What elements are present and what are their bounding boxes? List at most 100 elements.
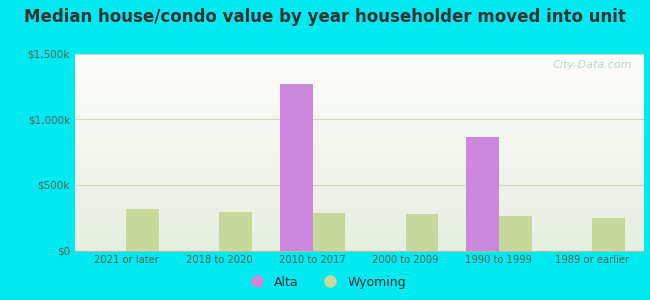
Bar bbox=[75, 146, 644, 147]
Bar bbox=[219, 212, 252, 250]
Bar bbox=[75, 143, 644, 144]
Bar bbox=[75, 234, 644, 235]
Bar bbox=[75, 170, 644, 171]
Bar bbox=[75, 144, 644, 145]
Bar bbox=[75, 126, 644, 127]
Bar bbox=[75, 57, 644, 58]
Bar bbox=[75, 58, 644, 59]
Bar bbox=[75, 102, 644, 103]
Bar bbox=[75, 85, 644, 86]
Bar bbox=[75, 136, 644, 137]
Bar bbox=[75, 214, 644, 215]
Bar bbox=[75, 211, 644, 212]
Bar bbox=[75, 182, 644, 183]
Bar bbox=[75, 235, 644, 236]
Bar bbox=[75, 97, 644, 98]
Bar bbox=[75, 233, 644, 234]
Bar bbox=[75, 125, 644, 126]
Bar bbox=[75, 163, 644, 164]
Bar bbox=[75, 103, 644, 104]
Bar bbox=[75, 229, 644, 230]
Bar bbox=[75, 64, 644, 65]
Bar bbox=[75, 118, 644, 119]
Bar bbox=[75, 123, 644, 124]
Bar bbox=[75, 78, 644, 79]
Bar bbox=[75, 244, 644, 246]
Bar bbox=[75, 86, 644, 87]
Bar bbox=[75, 72, 644, 73]
Bar bbox=[75, 63, 644, 64]
Bar bbox=[75, 139, 644, 140]
Bar bbox=[75, 207, 644, 208]
Bar bbox=[75, 105, 644, 106]
Bar bbox=[75, 93, 644, 94]
Bar bbox=[75, 59, 644, 60]
Bar bbox=[75, 217, 644, 218]
Bar bbox=[75, 82, 644, 83]
Bar bbox=[75, 169, 644, 170]
Bar bbox=[75, 208, 644, 209]
Bar bbox=[75, 113, 644, 114]
Bar bbox=[75, 75, 644, 76]
Bar bbox=[75, 238, 644, 239]
Bar bbox=[75, 227, 644, 228]
Bar bbox=[75, 94, 644, 95]
Bar bbox=[75, 172, 644, 173]
Bar bbox=[75, 237, 644, 238]
Bar bbox=[75, 76, 644, 78]
Bar bbox=[75, 89, 644, 90]
Bar bbox=[75, 181, 644, 182]
Bar bbox=[75, 178, 644, 179]
Bar bbox=[75, 88, 644, 89]
Bar bbox=[75, 132, 644, 133]
Bar bbox=[75, 206, 644, 207]
Bar bbox=[75, 215, 644, 216]
Bar bbox=[75, 112, 644, 113]
Bar bbox=[75, 248, 644, 250]
Bar bbox=[75, 165, 644, 166]
Bar bbox=[75, 197, 644, 198]
Bar bbox=[75, 65, 644, 66]
Bar bbox=[75, 70, 644, 71]
Bar bbox=[75, 185, 644, 186]
Bar bbox=[75, 129, 644, 130]
Bar bbox=[280, 84, 313, 250]
Bar bbox=[592, 218, 625, 250]
Bar bbox=[75, 247, 644, 248]
Bar bbox=[75, 140, 644, 141]
Bar bbox=[75, 95, 644, 96]
Bar bbox=[75, 117, 644, 118]
Bar bbox=[75, 68, 644, 69]
Bar bbox=[75, 119, 644, 120]
Bar bbox=[75, 150, 644, 151]
Bar bbox=[75, 80, 644, 82]
Text: City-Data.com: City-Data.com bbox=[552, 60, 632, 70]
Bar bbox=[75, 176, 644, 177]
Bar bbox=[75, 236, 644, 237]
Bar bbox=[75, 122, 644, 123]
Bar bbox=[75, 55, 644, 56]
Bar bbox=[75, 127, 644, 128]
Bar bbox=[75, 135, 644, 136]
Bar bbox=[75, 114, 644, 115]
Bar bbox=[75, 71, 644, 72]
Bar bbox=[75, 99, 644, 100]
Bar bbox=[75, 196, 644, 197]
Bar bbox=[75, 106, 644, 107]
Bar bbox=[75, 180, 644, 181]
Bar bbox=[75, 141, 644, 142]
Bar bbox=[75, 225, 644, 226]
Bar bbox=[75, 115, 644, 116]
Bar bbox=[75, 69, 644, 70]
Bar bbox=[75, 109, 644, 110]
Bar bbox=[75, 232, 644, 233]
Bar bbox=[75, 246, 644, 247]
Bar bbox=[75, 111, 644, 112]
Bar bbox=[75, 162, 644, 163]
Bar bbox=[75, 204, 644, 205]
Bar bbox=[75, 187, 644, 188]
Bar bbox=[75, 110, 644, 111]
Bar bbox=[75, 173, 644, 174]
Bar bbox=[75, 104, 644, 105]
Bar bbox=[75, 83, 644, 85]
